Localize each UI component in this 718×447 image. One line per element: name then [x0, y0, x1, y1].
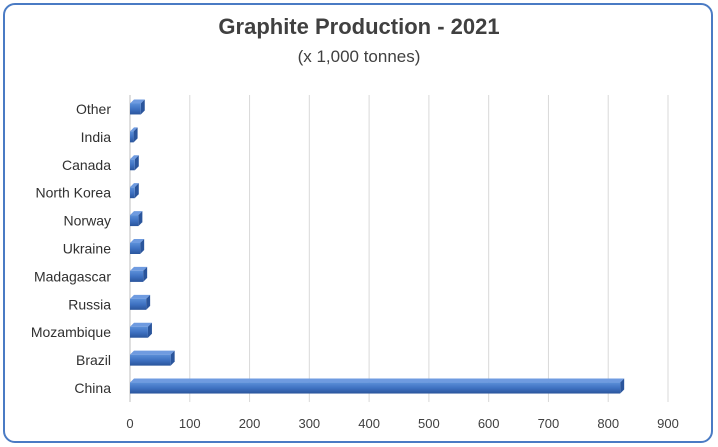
bar-top-face [130, 350, 175, 355]
x-tick-label: 300 [298, 416, 320, 431]
bar-mozambique [130, 326, 148, 338]
bar-russia [130, 298, 147, 310]
bar-end-face [138, 211, 143, 227]
bar-top-face [130, 183, 139, 188]
gridlines [129, 95, 669, 402]
x-tick-label: 200 [239, 416, 261, 431]
bar-end-face [143, 266, 148, 282]
x-tick-label: 500 [418, 416, 440, 431]
bar-end-face [146, 294, 151, 310]
x-tick-label: 600 [478, 416, 500, 431]
category-label: Canada [62, 157, 111, 173]
chart-subtitle: (x 1,000 tonnes) [297, 47, 421, 66]
bar-canada [130, 159, 135, 171]
category-label: Other [76, 101, 111, 117]
category-labels: China Brazil Mozambique Russia Madagascar Ukr… [31, 101, 111, 396]
bar-end-face [133, 127, 138, 143]
bar-norway [130, 215, 139, 227]
bar-end-face [140, 239, 145, 254]
category-label: Brazil [76, 352, 111, 368]
bar-end-face [147, 322, 152, 338]
x-axis-ticks: 0 100 200 300 400 500 600 700 800 900 [126, 416, 678, 431]
category-label: Madagascar [34, 268, 111, 284]
bar-top-face [130, 239, 145, 243]
chart-frame [3, 3, 713, 443]
x-tick-label: 0 [126, 416, 133, 431]
x-tick-label: 400 [358, 416, 380, 431]
x-tick-label: 800 [597, 416, 619, 431]
category-label: India [81, 129, 112, 145]
category-label: Norway [64, 213, 111, 229]
category-label: China [74, 380, 111, 396]
bar-end-face [620, 378, 625, 394]
x-tick-label: 700 [538, 416, 560, 431]
bar-other [130, 103, 141, 115]
bar-top-face [130, 211, 143, 216]
category-label: Ukraine [63, 241, 111, 257]
bar-top-face [130, 294, 151, 299]
bar-end-face [170, 350, 175, 366]
bar-top-face [130, 155, 139, 160]
bar-end-face [134, 183, 139, 199]
bar-ukraine [130, 243, 141, 254]
x-tick-label: 100 [179, 416, 201, 431]
bar-end-face [140, 99, 145, 115]
bar-india [130, 131, 134, 143]
bar-brazil [130, 354, 171, 366]
bar-north-korea [130, 187, 135, 199]
category-label: North Korea [36, 185, 112, 201]
bar-top-face [130, 322, 152, 327]
bar-top-face [130, 378, 625, 383]
category-label: Mozambique [31, 324, 111, 340]
bar-end-face [134, 155, 139, 171]
bar-top-face [130, 266, 148, 271]
bar-madagascar [130, 270, 144, 282]
category-label: Russia [68, 296, 111, 312]
bar-china [130, 382, 621, 394]
bars [130, 99, 625, 394]
bar-top-face [130, 99, 145, 104]
chart-title: Graphite Production - 2021 [218, 14, 500, 39]
bar-top-face [130, 127, 138, 132]
x-tick-label: 900 [657, 416, 679, 431]
